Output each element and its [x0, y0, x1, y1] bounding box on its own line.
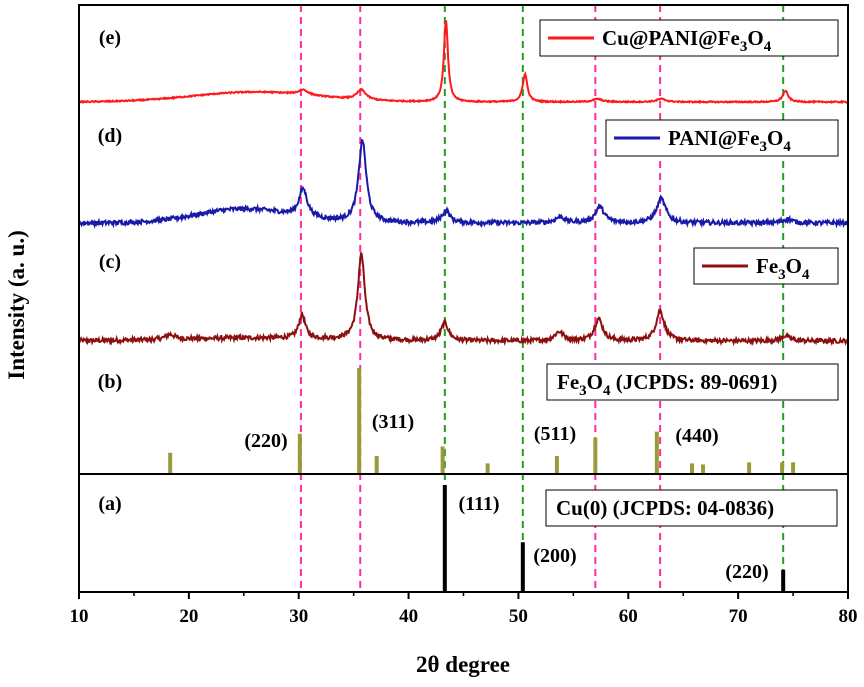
fe3o4-hkl-label: (220) — [244, 430, 287, 452]
legend-text-part: 4 — [764, 39, 772, 55]
x-tick-label: 70 — [729, 606, 748, 627]
legend-text-part: Fe — [756, 254, 778, 278]
legend-cu-pani-text: Cu@PANI@Fe3O4 — [602, 26, 772, 55]
x-tick-label: 30 — [289, 606, 308, 627]
fe3o4-ref-stick — [791, 462, 796, 474]
fe3o4-ref-stick — [485, 463, 490, 474]
xrd-curves — [78, 20, 849, 347]
fe3o4-ref-stick — [374, 455, 379, 474]
legend-cu-ref-box — [545, 489, 838, 527]
legend-text-part: O — [786, 254, 802, 278]
legend-text-part: (JCPDS: 89-0691) — [611, 370, 778, 394]
fe3o4-ref-stick — [700, 464, 705, 474]
fe3o4-ref-stick — [654, 431, 659, 474]
guide-lines — [299, 5, 785, 592]
panel-label: (a) — [98, 493, 121, 515]
fe3o4-hkl-label: (311) — [372, 411, 414, 433]
legend-text-part: 4 — [603, 383, 611, 399]
legend-text-part: PANI@Fe — [668, 126, 759, 150]
fe3o4-ref-stick — [440, 446, 445, 474]
legend-text-part: O — [587, 370, 603, 394]
legend-text-part: 3 — [759, 139, 767, 155]
cu-ref-stick — [781, 569, 786, 591]
x-ticks: 10 20 30 40 50 60 70 80 — [70, 592, 858, 627]
x-tick-label: 80 — [839, 606, 858, 627]
legend-fe3o4-ref-box — [546, 363, 839, 401]
fe3o4-ref-stick — [357, 368, 362, 474]
fe3o4-ref-stick — [168, 452, 173, 474]
legend-text-part: O — [747, 26, 763, 50]
fe3o4-ref-stick — [747, 462, 752, 474]
cu-hkl-label: (200) — [533, 545, 576, 567]
legend-text-part: Cu@PANI@Fe — [602, 26, 740, 50]
x-axis-title: 2θ degree — [416, 652, 510, 677]
fe3o4-hkl-label: (511) — [534, 423, 576, 445]
legend-text-part: 3 — [579, 383, 587, 399]
cu-ref-stick — [442, 485, 447, 591]
fe3o4-hkl-label: (440) — [675, 425, 718, 447]
legend-fe3o4-ref-text: Fe3O4 (JCPDS: 89-0691) — [557, 370, 777, 399]
x-tick-label: 40 — [399, 606, 418, 627]
panel-label: (c) — [99, 251, 121, 273]
panel-label: (b) — [98, 371, 122, 393]
legend-text-part: Fe — [557, 370, 579, 394]
fe3o4-ref-stick — [593, 437, 598, 474]
x-tick-label: 10 — [70, 606, 89, 627]
panel-label: (d) — [98, 125, 122, 147]
legend-text-part: 3 — [740, 39, 748, 55]
cu-ref-stick — [520, 542, 525, 591]
panel-labels: (220) (311) (511) (440) (111) (200) (220) (a) (b… — [98, 27, 769, 583]
x-tick-label: 50 — [509, 606, 528, 627]
cu_pani-curve — [78, 20, 848, 105]
x-tick-label: 60 — [619, 606, 638, 627]
x-tick-label: 20 — [179, 606, 198, 627]
legend-text-part: Cu(0) (JCPDS: 04-0836) — [556, 496, 774, 520]
legend-text-part: 3 — [778, 267, 786, 283]
legend-pani-text: PANI@Fe3O4 — [668, 126, 791, 155]
legend-cu-ref-text: Cu(0) (JCPDS: 04-0836) — [556, 496, 774, 520]
fe3o4-ref-stick — [690, 463, 695, 474]
legend-text-part: O — [767, 126, 783, 150]
panel-label: (e) — [99, 27, 121, 49]
fe3o4-ref-stick — [554, 455, 559, 474]
cu-hkl-label: (111) — [458, 493, 499, 515]
y-axis-title: Intensity (a. u.) — [4, 230, 29, 380]
fe3o4-curve — [78, 252, 849, 347]
fe3o4-ref-stick — [297, 433, 302, 474]
pani-curve — [78, 138, 849, 230]
legend-text-part: 4 — [783, 139, 791, 155]
legend-fe3o4-text: Fe3O4 — [756, 254, 810, 283]
cu-hkl-label: (220) — [725, 561, 768, 583]
fe3o4-ref-stick — [780, 462, 785, 474]
legend-text-part: 4 — [802, 267, 810, 283]
reference-sticks — [168, 368, 796, 591]
